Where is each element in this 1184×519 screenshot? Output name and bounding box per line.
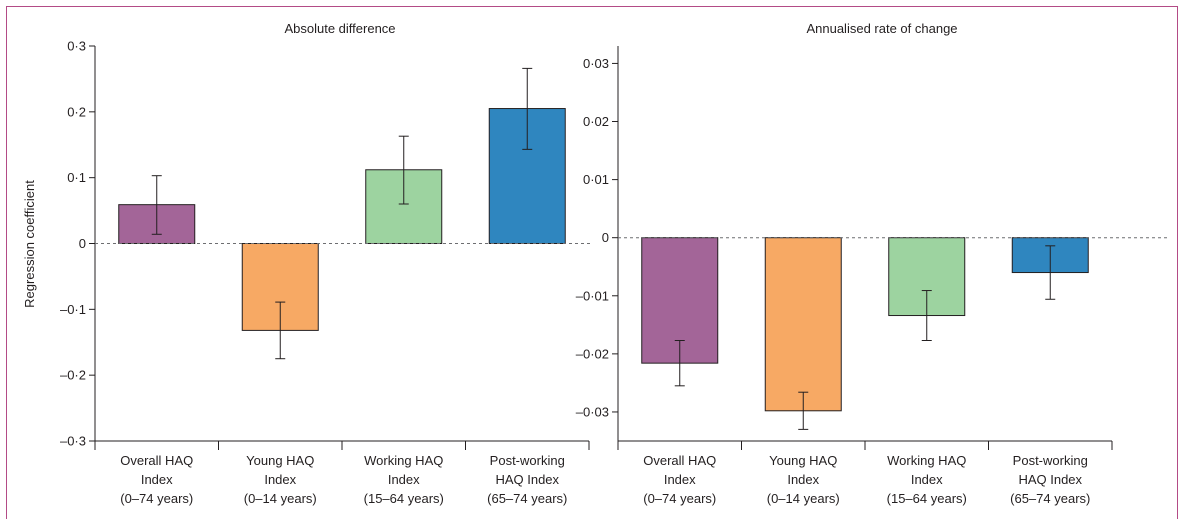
- y-axis-label: Regression coefficient: [22, 180, 37, 308]
- figure-frame: [6, 6, 1178, 519]
- y-tick-label: –0·03: [576, 404, 609, 419]
- y-tick-label: 0: [602, 230, 609, 245]
- x-category-label: Index: [787, 472, 819, 487]
- x-category-label: HAQ Index: [1018, 472, 1082, 487]
- x-category-label: (15–64 years): [364, 491, 444, 506]
- y-tick-label: 0·1: [67, 170, 86, 185]
- x-category-label: Index: [911, 472, 943, 487]
- x-category-label: HAQ Index: [495, 472, 559, 487]
- x-category-label: Young HAQ: [246, 453, 314, 468]
- y-tick-label: –0·1: [60, 302, 86, 317]
- x-category-label: Overall HAQ: [120, 453, 193, 468]
- x-category-label: Overall HAQ: [643, 453, 716, 468]
- x-category-label: Index: [388, 472, 420, 487]
- x-category-label: (0–14 years): [767, 491, 840, 506]
- y-tick-label: 0: [79, 236, 86, 251]
- x-category-label: (65–74 years): [1010, 491, 1090, 506]
- panel-absolute-difference: Absolute difference Regression coefficie…: [22, 21, 590, 506]
- x-category-label: Index: [141, 472, 173, 487]
- y-tick-label: 0·01: [583, 172, 609, 187]
- x-category-label: Young HAQ: [769, 453, 837, 468]
- x-category-label: (15–64 years): [887, 491, 967, 506]
- y-tick-label: 0·3: [67, 39, 86, 54]
- x-category-label: Index: [664, 472, 696, 487]
- y-tick-label: –0·02: [576, 346, 609, 361]
- x-category-label: (65–74 years): [487, 491, 567, 506]
- x-category-label: Working HAQ: [364, 453, 443, 468]
- x-category-label: (0–74 years): [643, 491, 716, 506]
- x-category-label: (0–74 years): [120, 491, 193, 506]
- y-tick-label: –0·3: [60, 434, 86, 449]
- y-tick-label: 0·03: [583, 56, 609, 71]
- x-category-label: Post-working: [490, 453, 565, 468]
- y-tick-label: 0·2: [67, 104, 86, 119]
- x-category-label: Index: [264, 472, 296, 487]
- y-tick-label: –0·2: [60, 368, 86, 383]
- x-category-label: Working HAQ: [887, 453, 966, 468]
- panel-annualised-rate-of-change: Annualised rate of change 0·03 0·02 0·01 0 –…: [576, 21, 1167, 506]
- y-tick-label: 0·02: [583, 114, 609, 129]
- x-category-label: Post-working: [1013, 453, 1088, 468]
- y-tick-label: –0·01: [576, 288, 609, 303]
- bar: [764, 237, 842, 412]
- x-category-label: (0–14 years): [244, 491, 317, 506]
- panel-title-annualised-rate: Annualised rate of change: [806, 21, 957, 36]
- panel-title-absolute-difference: Absolute difference: [284, 21, 395, 36]
